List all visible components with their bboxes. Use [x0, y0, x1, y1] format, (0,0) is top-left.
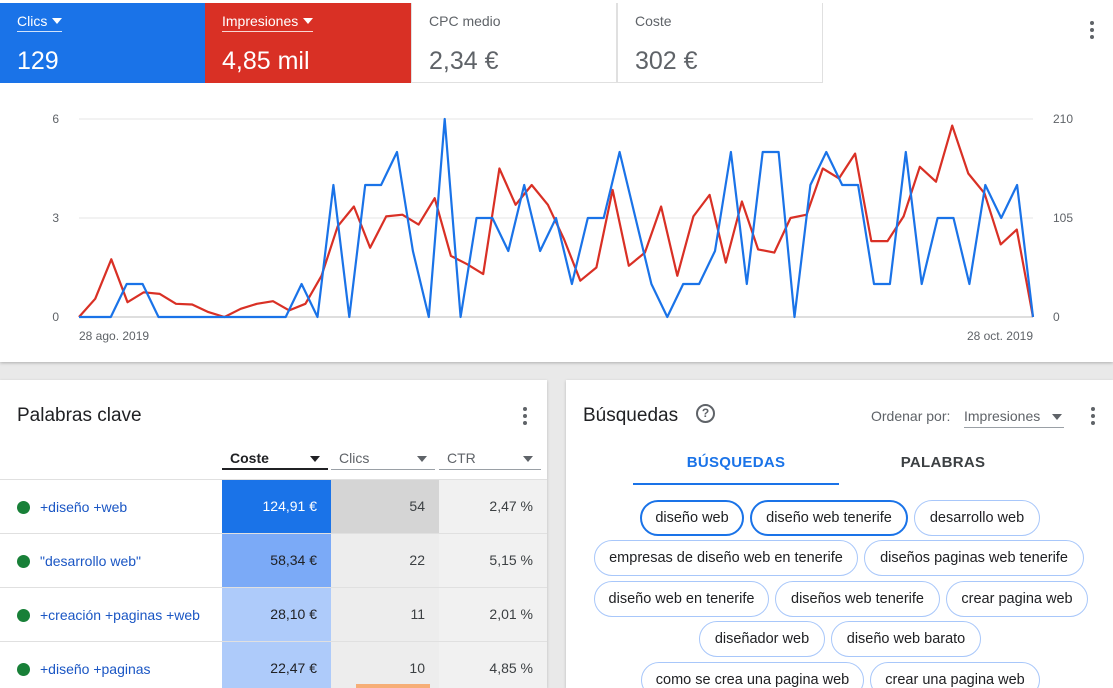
scroll-indicator: [356, 684, 430, 688]
cell-ctr: 2,01 %: [439, 588, 547, 642]
status-dot: [17, 555, 30, 568]
performance-card: Clics 129 Impresiones 4,85 mil CPC medio…: [0, 0, 1113, 362]
metric-clics[interactable]: Clics 129: [0, 3, 206, 83]
column-header-coste[interactable]: Coste: [222, 448, 328, 470]
help-circle-icon[interactable]: ?: [696, 404, 715, 423]
cell-clics: 54: [331, 480, 439, 534]
column-header-clics-label: Clics: [339, 450, 370, 466]
metric-cpc-value: 2,34 €: [429, 47, 499, 75]
search-chip[interactable]: diseñador web: [699, 621, 825, 657]
tab-busquedas[interactable]: BÚSQUEDAS: [633, 444, 839, 485]
table-row: "desarrollo web" 58,34 € 22 5,15 %: [0, 533, 547, 588]
search-chip[interactable]: diseño web tenerife: [750, 500, 908, 536]
keyword-link[interactable]: +creación +paginas +web: [40, 607, 200, 623]
metric-clics-value: 129: [17, 47, 59, 75]
table-row: +diseño +web 124,91 € 54 2,47 %: [0, 479, 547, 534]
sort-by-select[interactable]: Impresiones: [964, 408, 1064, 428]
chart-series: [78, 117, 1035, 319]
search-chip[interactable]: empresas de diseño web en tenerife: [594, 540, 858, 576]
searches-card: Búsquedas ? Ordenar por: Impresiones BÚS…: [566, 380, 1113, 688]
more-vert-icon[interactable]: [1082, 20, 1102, 40]
chart-right-tick-label: 210: [1053, 112, 1073, 126]
chart-right-axis: 210 105 0: [1053, 112, 1073, 324]
tab-palabras[interactable]: PALABRAS: [900, 454, 986, 471]
metric-cpc-medio[interactable]: CPC medio 2,34 €: [411, 3, 617, 83]
searches-title: Búsquedas: [583, 405, 679, 426]
column-header-clics[interactable]: Clics: [331, 448, 435, 470]
keyword-link[interactable]: +diseño +paginas: [40, 661, 151, 677]
column-header-coste-label: Coste: [230, 450, 269, 466]
metric-impresiones[interactable]: Impresiones 4,85 mil: [205, 3, 411, 83]
cell-clics: 10: [331, 642, 439, 688]
performance-line-chart: 6 3 0 210 105 0 28 ago. 2019 28 oct. 2019: [52, 112, 1073, 343]
more-vert-icon[interactable]: [515, 406, 535, 426]
metric-coste[interactable]: Coste 302 €: [617, 3, 823, 83]
keyword-link[interactable]: "desarrollo web": [40, 553, 141, 569]
status-dot: [17, 609, 30, 622]
metric-clics-label[interactable]: Clics: [17, 13, 63, 32]
search-chip[interactable]: diseño web en tenerife: [594, 581, 769, 617]
search-chip[interactable]: desarrollo web: [914, 500, 1040, 536]
chart-right-tick-label: 105: [1053, 211, 1073, 225]
metric-cpc-label: CPC medio: [429, 13, 501, 29]
chart-left-tick-label: 6: [52, 112, 59, 126]
cell-coste: 58,34 €: [222, 534, 331, 588]
table-row: +diseño +paginas 22,47 € 10 4,85 %: [0, 641, 547, 688]
search-chip[interactable]: diseños web tenerife: [775, 581, 940, 617]
metric-impresiones-label[interactable]: Impresiones: [222, 13, 314, 32]
search-chip[interactable]: como se crea una pagina web: [641, 662, 864, 688]
chart-x-end-label: 28 oct. 2019: [967, 329, 1033, 343]
column-header-ctr[interactable]: CTR: [439, 448, 541, 470]
cell-coste: 124,91 €: [222, 480, 331, 534]
cell-ctr: 2,47 %: [439, 480, 547, 534]
status-dot: [17, 663, 30, 676]
chart-left-tick-label: 0: [52, 310, 59, 324]
more-vert-icon[interactable]: [1083, 406, 1103, 426]
search-chip[interactable]: crear una pagina web: [870, 662, 1040, 688]
chart-x-start-label: 28 ago. 2019: [79, 329, 149, 343]
metric-impresiones-value: 4,85 mil: [222, 47, 310, 75]
metric-coste-value: 302 €: [635, 47, 698, 75]
search-chip[interactable]: crear pagina web: [946, 581, 1088, 617]
cell-coste: 28,10 €: [222, 588, 331, 642]
keyword-link[interactable]: +diseño +web: [40, 499, 128, 515]
chart-left-axis: 6 3 0: [52, 112, 59, 324]
search-chip[interactable]: diseño web barato: [831, 621, 981, 657]
cell-clics: 22: [331, 534, 439, 588]
cell-ctr: 4,85 %: [439, 642, 547, 688]
metric-coste-label: Coste: [635, 13, 672, 29]
cell-ctr: 5,15 %: [439, 534, 547, 588]
search-chip[interactable]: diseño web: [640, 500, 744, 536]
cell-coste: 22,47 €: [222, 642, 331, 688]
chart-right-tick-label: 0: [1053, 310, 1060, 324]
keywords-title: Palabras clave: [17, 405, 142, 426]
table-row: +creación +paginas +web 28,10 € 11 2,01 …: [0, 587, 547, 642]
sort-by-label: Ordenar por:: [871, 408, 951, 424]
search-chip[interactable]: diseños paginas web tenerife: [864, 540, 1084, 576]
series-line-clics: [79, 117, 1035, 319]
column-header-ctr-label: CTR: [447, 450, 476, 466]
cell-clics: 11: [331, 588, 439, 642]
status-dot: [17, 501, 30, 514]
chart-left-tick-label: 3: [52, 211, 59, 225]
